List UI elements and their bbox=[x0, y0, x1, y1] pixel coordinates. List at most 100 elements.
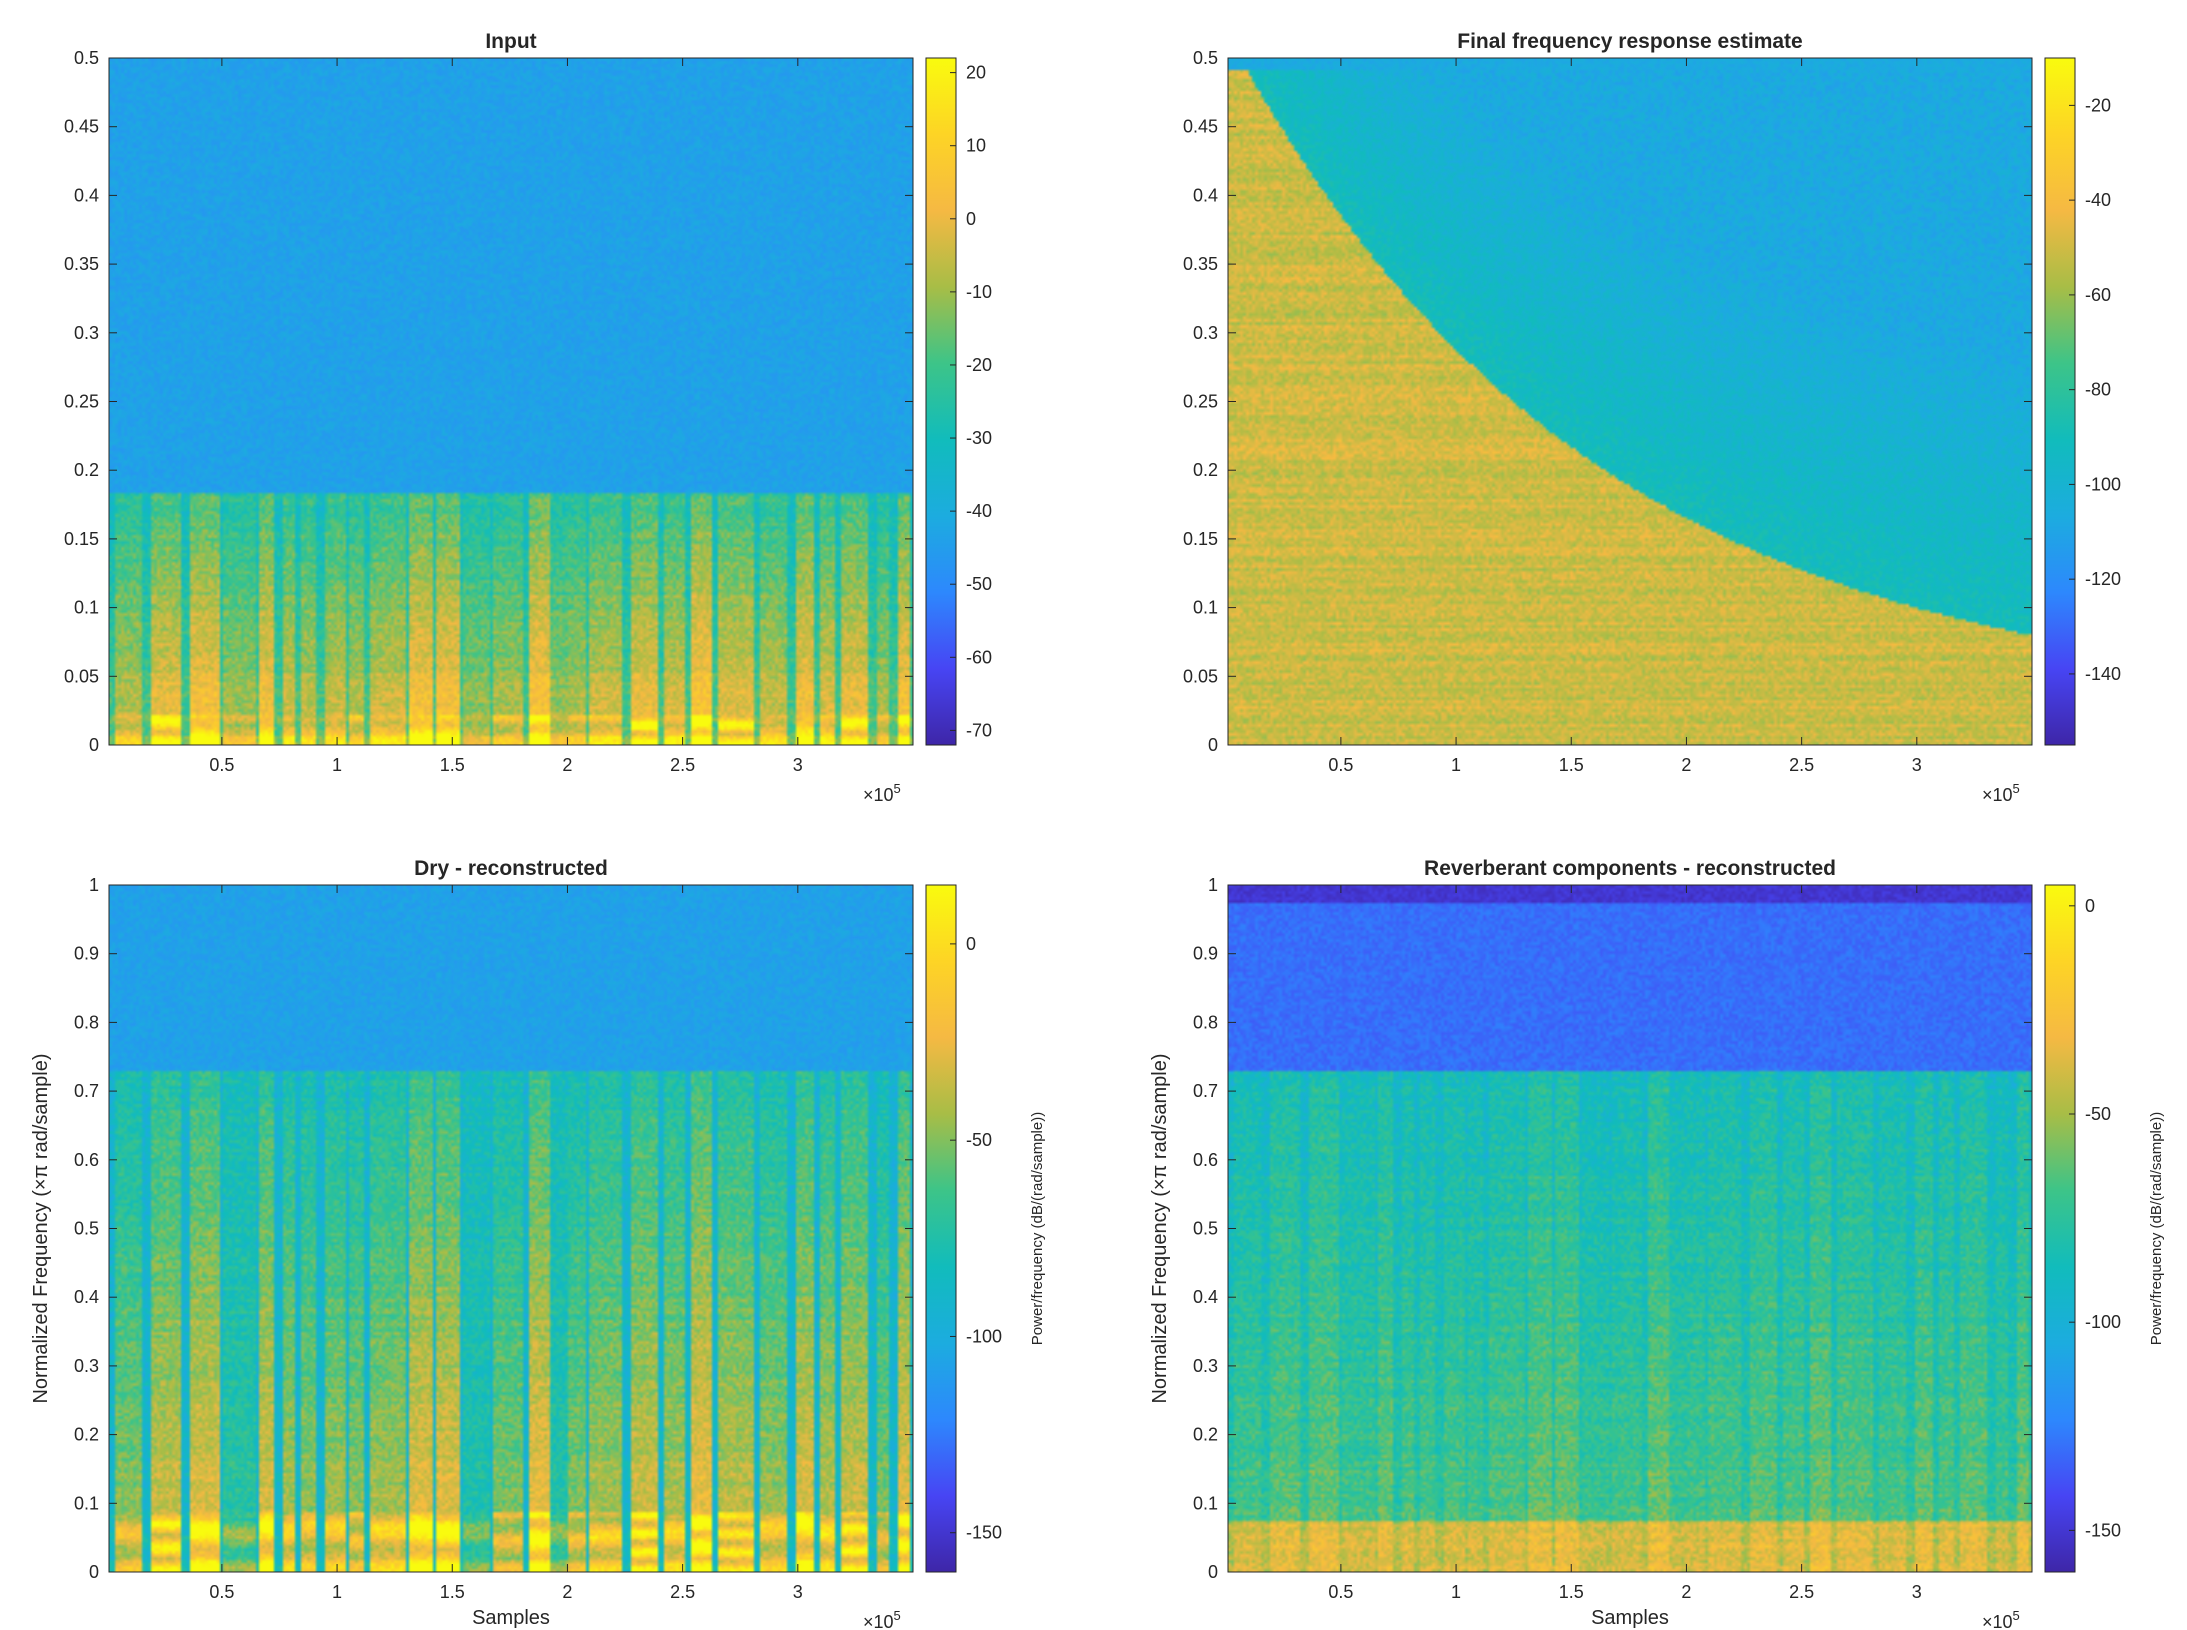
colorbar-tick-label: -120 bbox=[2085, 569, 2121, 589]
y-tick-label: 0.35 bbox=[1183, 254, 1218, 274]
y-tick-label: 1 bbox=[89, 875, 99, 895]
y-tick-label: 0.05 bbox=[1183, 666, 1218, 686]
y-tick-label: 0.9 bbox=[74, 944, 99, 964]
x-axis-label: Samples bbox=[472, 1607, 550, 1629]
x-tick-label: 0.5 bbox=[1328, 755, 1353, 775]
colorbar-tick-label: -80 bbox=[2085, 380, 2111, 400]
y-tick-label: 0.5 bbox=[1193, 48, 1218, 68]
x-tick-label: 2 bbox=[1681, 755, 1691, 775]
colorbar-tick-label: -20 bbox=[966, 355, 992, 375]
x-tick-label: 2.5 bbox=[1789, 755, 1814, 775]
y-tick-label: 0.25 bbox=[1183, 392, 1218, 412]
colorbar-tick-label: -50 bbox=[966, 1130, 992, 1150]
y-tick-label: 0.45 bbox=[64, 117, 99, 137]
y-tick-label: 0 bbox=[89, 735, 99, 755]
colorbar bbox=[2044, 57, 2076, 746]
y-tick-label: 0.1 bbox=[1193, 598, 1218, 618]
y-tick-label: 0.4 bbox=[1193, 185, 1218, 205]
colorbar bbox=[2044, 884, 2076, 1573]
y-tick-label: 0 bbox=[1208, 735, 1218, 755]
x-tick-label: 1 bbox=[1451, 755, 1461, 775]
x-tick-label: 1.5 bbox=[1559, 1582, 1584, 1602]
y-tick-label: 0.6 bbox=[74, 1150, 99, 1170]
colorbar-tick-label: -70 bbox=[966, 720, 992, 740]
colorbar-tick-label: 0 bbox=[2085, 896, 2095, 916]
y-tick-label: 0.2 bbox=[1193, 460, 1218, 480]
y-tick-label: 0.3 bbox=[74, 323, 99, 343]
x-tick-label: 1 bbox=[1451, 1582, 1461, 1602]
y-tick-label: 0.4 bbox=[74, 1287, 99, 1307]
y-tick-label: 0.3 bbox=[1193, 323, 1218, 343]
y-tick-label: 0.4 bbox=[1193, 1287, 1218, 1307]
colorbar bbox=[925, 57, 957, 746]
y-tick-label: 0.3 bbox=[1193, 1356, 1218, 1376]
y-tick-label: 0.7 bbox=[74, 1081, 99, 1101]
x-tick-label: 2.5 bbox=[670, 1582, 695, 1602]
subplot-title: Reverberant components - reconstructed bbox=[1424, 857, 1836, 880]
x-tick-label: 3 bbox=[1912, 1582, 1922, 1602]
y-tick-label: 0 bbox=[89, 1562, 99, 1582]
x-exponent-label: ×105 bbox=[1982, 1608, 2020, 1630]
x-tick-label: 0.5 bbox=[209, 1582, 234, 1602]
heatmap-image bbox=[109, 58, 913, 745]
y-tick-label: 0.45 bbox=[1183, 117, 1218, 137]
colorbar-tick-label: 20 bbox=[966, 63, 986, 83]
y-tick-label: 0.15 bbox=[1183, 529, 1218, 549]
colorbar-tick-label: -40 bbox=[966, 501, 992, 521]
y-tick-label: 0.5 bbox=[74, 1219, 99, 1239]
y-tick-label: 0.35 bbox=[64, 254, 99, 274]
x-tick-label: 0.5 bbox=[1328, 1582, 1353, 1602]
x-axis-label: Samples bbox=[1591, 1607, 1669, 1629]
subplot-freq-response: Final frequency response estimate 0.5 1 1.5… bbox=[1183, 30, 2121, 805]
colorbar-tick-label: -50 bbox=[2085, 1104, 2111, 1124]
colorbar bbox=[925, 884, 957, 1573]
x-tick-label: 1 bbox=[332, 755, 342, 775]
subplot-title: Dry - reconstructed bbox=[414, 857, 608, 880]
x-tick-label: 1.5 bbox=[440, 1582, 465, 1602]
colorbar-tick-label: 0 bbox=[966, 209, 976, 229]
y-tick-label: 0.6 bbox=[1193, 1150, 1218, 1170]
y-tick-label: 0.25 bbox=[64, 392, 99, 412]
x-tick-label: 3 bbox=[1912, 755, 1922, 775]
y-tick-label: 0.2 bbox=[74, 460, 99, 480]
colorbar-tick-label: -60 bbox=[2085, 285, 2111, 305]
x-tick-label: 3 bbox=[793, 1582, 803, 1602]
x-tick-label: 3 bbox=[793, 755, 803, 775]
x-exponent-label: ×105 bbox=[863, 1608, 901, 1630]
x-tick-label: 2.5 bbox=[1789, 1582, 1814, 1602]
colorbar-tick-label: 0 bbox=[966, 934, 976, 954]
x-tick-label: 2 bbox=[562, 1582, 572, 1602]
x-exponent-power: 5 bbox=[894, 1608, 901, 1623]
colorbar-tick-label: -10 bbox=[966, 282, 992, 302]
y-tick-label: 0.1 bbox=[74, 598, 99, 618]
heatmap-image bbox=[1228, 58, 2032, 745]
subplot-input: Input 0.5 1 1.5 2 2.5 3 ×105 0 0.05 0.1 0.15 0.2 0.25… bbox=[64, 30, 992, 805]
y-tick-label: 0.9 bbox=[1193, 944, 1218, 964]
colorbar-tick-label: -100 bbox=[2085, 1312, 2121, 1332]
subplot-reverb: Reverberant components - reconstructed 0.… bbox=[1149, 857, 2165, 1630]
x-tick-label: 1.5 bbox=[1559, 755, 1584, 775]
subplot-title: Final frequency response estimate bbox=[1457, 30, 1802, 53]
colorbar-tick-label: -100 bbox=[966, 1326, 1002, 1346]
y-tick-label: 1 bbox=[1208, 875, 1218, 895]
x-exponent-power: 5 bbox=[2013, 1608, 2020, 1623]
colorbar-tick-label: -150 bbox=[2085, 1520, 2121, 1540]
x-tick-label: 1.5 bbox=[440, 755, 465, 775]
y-tick-label: 0.1 bbox=[1193, 1493, 1218, 1513]
y-tick-label: 0.2 bbox=[1193, 1425, 1218, 1445]
y-tick-label: 0.8 bbox=[74, 1012, 99, 1032]
y-tick-label: 0.5 bbox=[1193, 1219, 1218, 1239]
subplot-dry: Dry - reconstructed 0.5 1 1.5 2 2.5 3 ×105 0 0.1 0… bbox=[30, 857, 1046, 1630]
heatmap-image bbox=[109, 885, 913, 1572]
y-tick-label: 0.5 bbox=[74, 48, 99, 68]
x-tick-label: 2 bbox=[1681, 1582, 1691, 1602]
colorbar-tick-label: -40 bbox=[2085, 190, 2111, 210]
x-tick-label: 0.5 bbox=[209, 755, 234, 775]
subplot-title: Input bbox=[485, 30, 536, 53]
colorbar-tick-label: -60 bbox=[966, 647, 992, 667]
heatmap-image bbox=[1228, 885, 2032, 1572]
x-tick-label: 1 bbox=[332, 1582, 342, 1602]
colorbar-tick-label: 10 bbox=[966, 136, 986, 156]
colorbar-tick-label: -150 bbox=[966, 1523, 1002, 1543]
